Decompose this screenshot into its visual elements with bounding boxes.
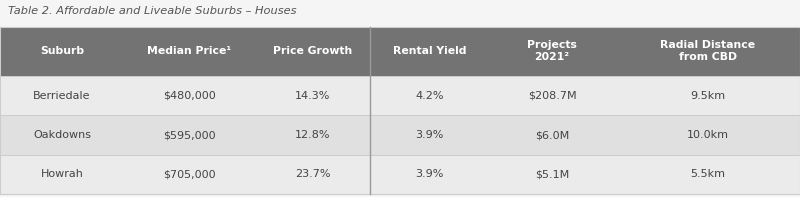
- Text: Price Growth: Price Growth: [273, 46, 352, 56]
- Text: Table 2. Affordable and Liveable Suburbs – Houses: Table 2. Affordable and Liveable Suburbs…: [8, 6, 297, 16]
- Text: Howrah: Howrah: [41, 169, 83, 179]
- Text: $6.0M: $6.0M: [535, 130, 569, 140]
- Text: Oakdowns: Oakdowns: [33, 130, 91, 140]
- Text: Radial Distance
from CBD: Radial Distance from CBD: [660, 40, 755, 62]
- Text: Rental Yield: Rental Yield: [393, 46, 466, 56]
- Text: 10.0km: 10.0km: [686, 130, 729, 140]
- Text: $208.7M: $208.7M: [528, 91, 576, 101]
- Text: 9.5km: 9.5km: [690, 91, 725, 101]
- Bar: [0, 76, 800, 115]
- Text: 3.9%: 3.9%: [415, 130, 444, 140]
- Bar: [0, 27, 800, 76]
- Text: 23.7%: 23.7%: [294, 169, 330, 179]
- Text: 4.2%: 4.2%: [415, 91, 444, 101]
- Text: Projects
2021²: Projects 2021²: [527, 40, 577, 62]
- Text: $705,000: $705,000: [163, 169, 215, 179]
- Text: $5.1M: $5.1M: [535, 169, 569, 179]
- Bar: [0, 115, 800, 155]
- Text: Suburb: Suburb: [40, 46, 84, 56]
- Text: Berriedale: Berriedale: [34, 91, 90, 101]
- Bar: [0, 155, 800, 194]
- Text: 12.8%: 12.8%: [294, 130, 330, 140]
- Text: $595,000: $595,000: [163, 130, 215, 140]
- Text: 14.3%: 14.3%: [294, 91, 330, 101]
- Text: Median Price¹: Median Price¹: [147, 46, 231, 56]
- Text: 3.9%: 3.9%: [415, 169, 444, 179]
- Text: $480,000: $480,000: [163, 91, 215, 101]
- Bar: [0, 27, 800, 194]
- Text: 5.5km: 5.5km: [690, 169, 725, 179]
